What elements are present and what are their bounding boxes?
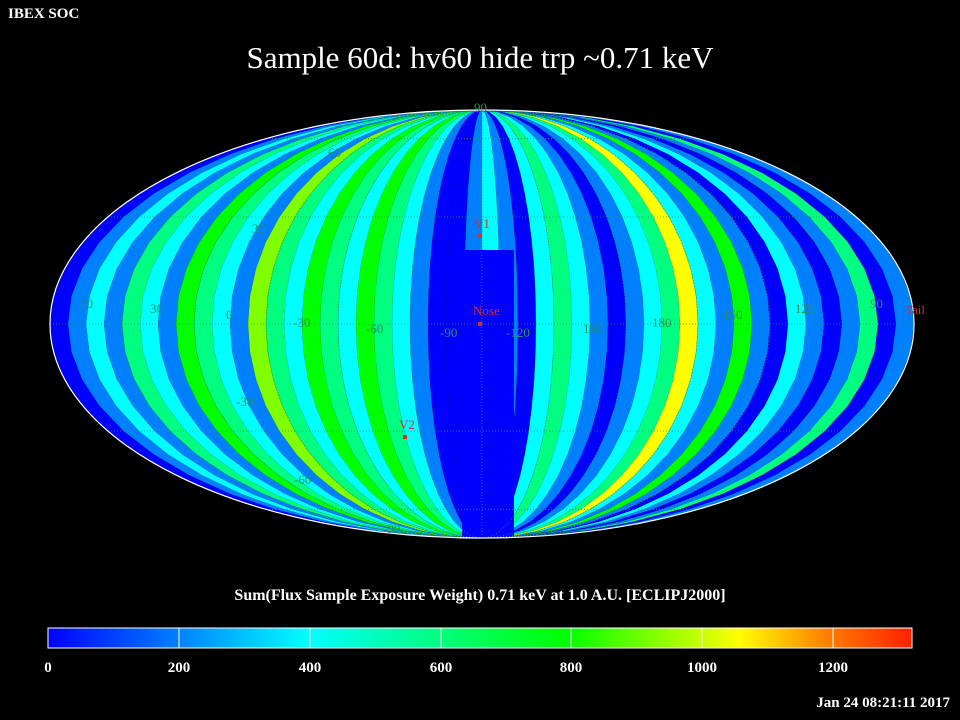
- timestamp: Jan 24 08:21:11 2017: [816, 695, 950, 711]
- lon-label-neg120: -120: [506, 325, 530, 340]
- lon-label-90: 90: [870, 296, 883, 311]
- v2-label: V2: [399, 417, 415, 432]
- colorbar-tick-400: 400: [298, 660, 322, 676]
- nose-marker: [478, 322, 482, 326]
- colorbar: [47, 627, 913, 649]
- central-low-flux-band: [462, 250, 514, 538]
- map-title: Sample 60d: hv60 hide trp ~0.71 keV: [246, 40, 714, 75]
- lon-label-180: 180: [652, 315, 672, 330]
- lat-label-neg90: -90: [383, 521, 400, 536]
- map-outline: [49, 109, 915, 539]
- soc-label: IBEX SOC: [8, 6, 80, 22]
- colorbar-tick-1200: 1200: [818, 660, 848, 676]
- lon-label-0: 0: [226, 307, 233, 322]
- lat-label-neg60: -60: [294, 472, 311, 487]
- nose-label: Nose: [473, 303, 500, 318]
- lat-label-60: 60: [328, 145, 341, 160]
- colorbar-tick-800: 800: [559, 660, 583, 676]
- lat-label-neg30: -30: [236, 394, 253, 409]
- colorbar-tick-200: 200: [167, 660, 191, 676]
- v1-label: V1: [474, 216, 490, 231]
- tail-label: Tail: [905, 302, 925, 317]
- lon-label-30: 30: [150, 301, 163, 316]
- colorbar-tick-600: 600: [429, 660, 453, 676]
- lon-label-neg90: -90: [440, 325, 457, 340]
- v1-marker: [478, 234, 482, 238]
- lon-label-neg30: -30: [293, 315, 310, 330]
- meridian-line: [481, 110, 555, 538]
- colorbar-tick-1000: 1000: [687, 660, 717, 676]
- lon-label-neg60: -60: [366, 321, 383, 336]
- v2-marker: [403, 435, 407, 439]
- lat-label-90: 90: [474, 100, 487, 115]
- lat-label-30: 30: [252, 221, 265, 236]
- colorbar-title: Sum(Flux Sample Exposure Weight) 0.71 ke…: [234, 587, 726, 604]
- lon-label-150-left: 150: [583, 321, 603, 336]
- lon-label-60: 60: [80, 296, 93, 311]
- colorbar-tick-0: 0: [44, 660, 52, 676]
- lon-label-120: 120: [795, 301, 815, 316]
- colorbar-dividers: [178, 628, 834, 648]
- lon-label-150-right: 150: [723, 307, 743, 322]
